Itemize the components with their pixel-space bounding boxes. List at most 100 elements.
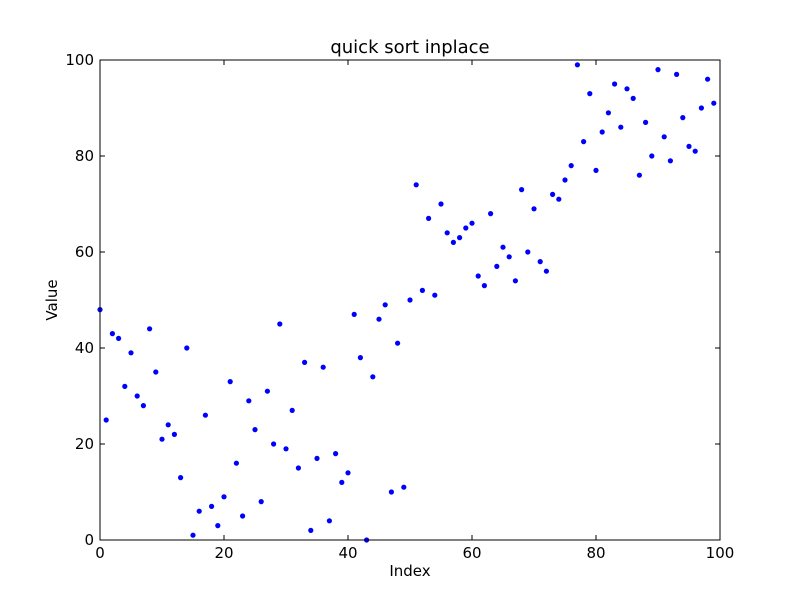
data-point: [134, 393, 140, 399]
data-point: [184, 345, 190, 351]
data-point: [388, 489, 394, 495]
data-point: [537, 259, 543, 265]
data-point: [295, 465, 301, 471]
y-tick-label: 80: [75, 147, 94, 165]
x-tick-label: 40: [338, 544, 357, 562]
data-point: [643, 119, 649, 125]
data-point: [209, 503, 215, 509]
data-point: [674, 71, 680, 77]
data-point: [519, 187, 525, 193]
data-point: [277, 321, 283, 327]
data-point: [178, 475, 184, 481]
chart-title: quick sort inplace: [330, 37, 489, 58]
data-point: [196, 508, 202, 514]
data-point: [593, 167, 599, 173]
x-tick-label: 60: [462, 544, 481, 562]
data-point: [568, 163, 574, 169]
data-point: [500, 244, 506, 250]
data-point: [469, 220, 475, 226]
data-point: [655, 67, 661, 73]
data-point: [692, 148, 698, 154]
data-point: [506, 254, 512, 260]
data-point: [630, 95, 636, 101]
data-point: [103, 417, 109, 423]
data-point: [531, 206, 537, 212]
data-point: [667, 158, 674, 164]
data-point: [326, 518, 332, 524]
data-point: [636, 172, 643, 178]
data-point: [289, 407, 295, 413]
data-point: [543, 268, 550, 274]
data-point: [444, 230, 450, 236]
data-point: [481, 283, 487, 289]
data-point: [271, 441, 277, 447]
data-point: [264, 388, 270, 394]
data-point: [109, 331, 115, 337]
y-tick-label: 60: [75, 243, 94, 261]
y-axis-label: Value: [43, 279, 61, 320]
data-point: [562, 177, 568, 183]
data-point: [370, 374, 376, 380]
data-point: [525, 249, 531, 255]
data-point: [252, 427, 258, 433]
data-point: [698, 105, 705, 111]
data-point: [624, 86, 630, 92]
y-axis-ticks: 0 20 40 60 80 100: [65, 51, 720, 549]
data-point: [345, 470, 351, 476]
x-tick-label: 0: [95, 544, 105, 562]
y-tick-label: 100: [65, 51, 94, 69]
data-point: [581, 139, 587, 145]
data-point: [382, 302, 388, 308]
data-point: [556, 196, 562, 202]
y-tick-label: 40: [75, 339, 94, 357]
data-point: [376, 316, 382, 322]
data-point: [159, 436, 165, 442]
data-point: [450, 239, 456, 245]
data-point: [512, 278, 519, 284]
data-point: [283, 446, 289, 452]
data-point: [128, 350, 134, 356]
data-point: [488, 211, 494, 217]
data-point: [661, 134, 667, 140]
data-point: [599, 129, 605, 135]
data-point: [165, 422, 171, 428]
data-point: [116, 335, 122, 341]
data-point: [153, 369, 159, 375]
plot-frame: [99, 59, 721, 541]
data-point: [419, 287, 425, 293]
data-point: [705, 76, 711, 82]
data-point: [457, 235, 463, 241]
data-point: [605, 110, 612, 116]
data-point: [395, 340, 401, 346]
data-point: [171, 431, 177, 437]
data-point: [339, 479, 345, 485]
data-point: [649, 153, 655, 159]
data-point: [550, 191, 556, 197]
data-point: [475, 273, 481, 279]
data-point: [140, 403, 146, 409]
data-point: [215, 523, 221, 529]
x-axis-ticks: 0 20 40 60 80 100: [95, 60, 734, 562]
x-tick-label: 20: [214, 544, 233, 562]
data-point: [711, 100, 717, 106]
data-point: [227, 379, 233, 385]
data-point: [122, 383, 128, 389]
x-axis-label: Index: [389, 562, 430, 580]
data-point: [432, 292, 438, 298]
data-point: [240, 513, 246, 519]
data-point: [438, 201, 444, 207]
data-point: [407, 297, 413, 303]
data-point: [612, 81, 618, 87]
data-point: [320, 364, 326, 370]
data-point: [413, 182, 419, 188]
data-point: [333, 451, 339, 457]
x-tick-label: 80: [586, 544, 605, 562]
data-point: [308, 527, 314, 534]
data-point: [258, 499, 264, 505]
x-tick-label: 100: [706, 544, 735, 562]
y-tick-label: 0: [84, 531, 94, 549]
data-point: [233, 460, 239, 466]
data-point: [190, 532, 196, 538]
y-tick-label: 20: [75, 435, 94, 453]
